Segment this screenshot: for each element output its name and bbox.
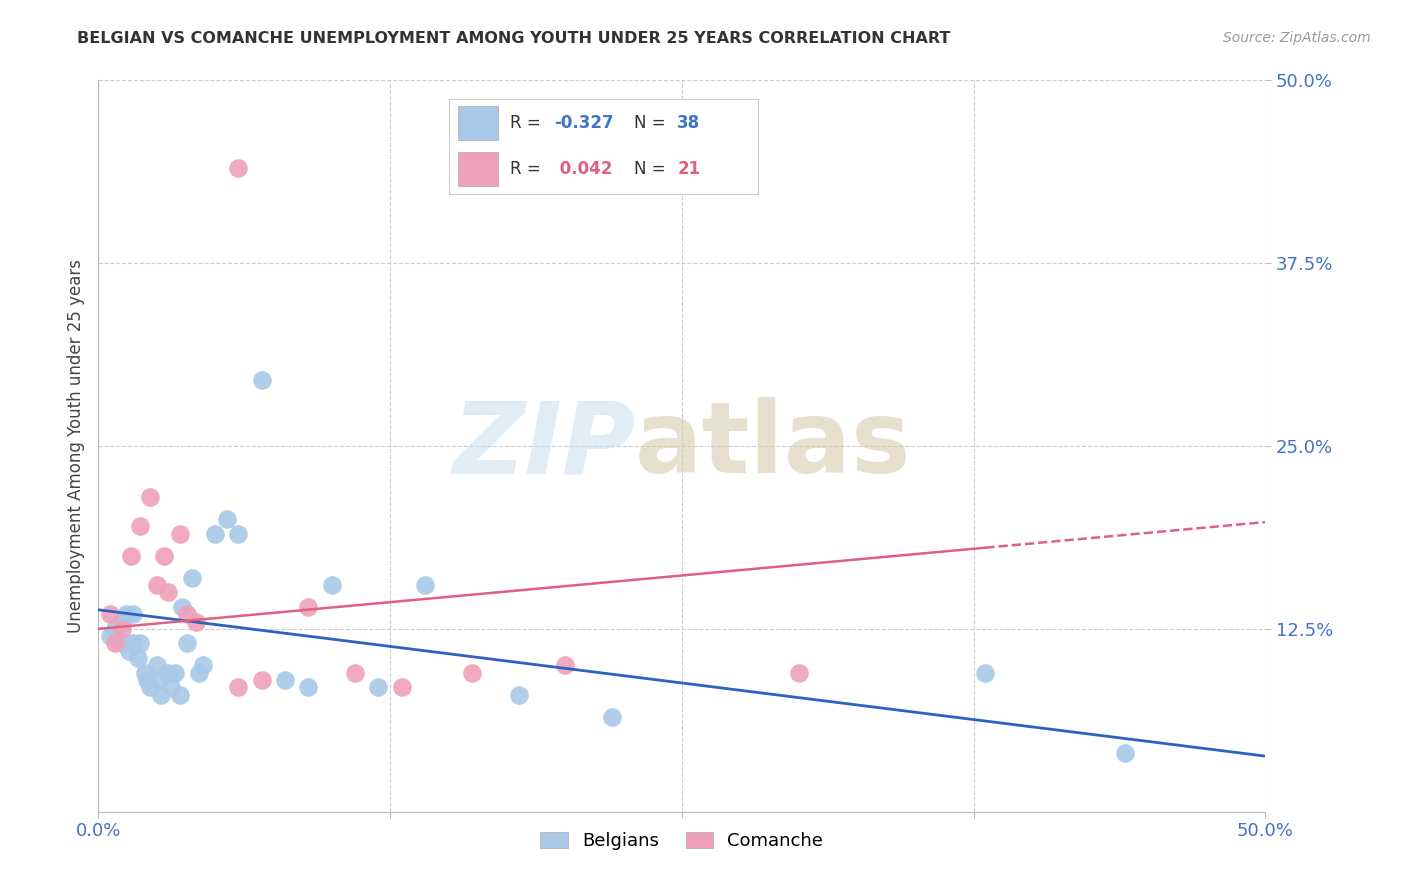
Y-axis label: Unemployment Among Youth under 25 years: Unemployment Among Youth under 25 years: [66, 259, 84, 633]
Point: [111, 636, 134, 650]
Point: [1114, 746, 1136, 760]
Point: [180, 571, 202, 585]
Point: [787, 665, 810, 680]
Point: [146, 578, 169, 592]
Point: [148, 673, 170, 687]
Point: [129, 519, 152, 533]
Point: [118, 644, 141, 658]
Point: [122, 636, 145, 650]
Point: [344, 665, 367, 680]
Point: [159, 681, 181, 695]
Point: [250, 373, 273, 387]
Point: [165, 665, 187, 680]
Point: [150, 688, 173, 702]
Point: [974, 665, 997, 680]
Point: [215, 512, 238, 526]
Point: [136, 673, 159, 687]
Point: [193, 658, 215, 673]
Point: [115, 607, 138, 622]
Point: [367, 681, 389, 695]
Point: [413, 578, 436, 592]
Point: [139, 490, 162, 504]
Point: [187, 665, 209, 680]
Point: [508, 688, 530, 702]
Point: [157, 665, 180, 680]
Text: atlas: atlas: [636, 398, 912, 494]
Point: [321, 578, 343, 592]
Point: [204, 526, 226, 541]
Point: [104, 622, 127, 636]
Point: [104, 636, 127, 650]
Point: [111, 622, 134, 636]
Point: [129, 636, 152, 650]
Point: [134, 665, 156, 680]
Point: [391, 681, 413, 695]
Point: [127, 651, 149, 665]
Point: [169, 526, 191, 541]
Point: [122, 607, 145, 622]
Text: Source: ZipAtlas.com: Source: ZipAtlas.com: [1223, 31, 1371, 45]
Point: [600, 709, 623, 723]
Point: [172, 599, 194, 614]
Point: [297, 681, 319, 695]
Point: [176, 636, 198, 650]
Point: [297, 599, 319, 614]
Point: [176, 607, 198, 622]
Point: [157, 585, 180, 599]
Point: [228, 681, 250, 695]
Point: [146, 658, 169, 673]
Point: [461, 665, 484, 680]
Point: [274, 673, 297, 687]
Text: ZIP: ZIP: [453, 398, 636, 494]
Point: [111, 615, 134, 629]
Text: BELGIAN VS COMANCHE UNEMPLOYMENT AMONG YOUTH UNDER 25 YEARS CORRELATION CHART: BELGIAN VS COMANCHE UNEMPLOYMENT AMONG Y…: [77, 31, 950, 46]
Point: [98, 629, 121, 643]
Point: [228, 161, 250, 175]
Point: [169, 688, 191, 702]
Point: [152, 549, 174, 563]
Point: [250, 673, 273, 687]
Legend: Belgians, Comanche: Belgians, Comanche: [533, 825, 831, 857]
Point: [228, 526, 250, 541]
Point: [120, 549, 142, 563]
Point: [98, 607, 121, 622]
Point: [554, 658, 576, 673]
Point: [186, 615, 208, 629]
Point: [139, 681, 162, 695]
